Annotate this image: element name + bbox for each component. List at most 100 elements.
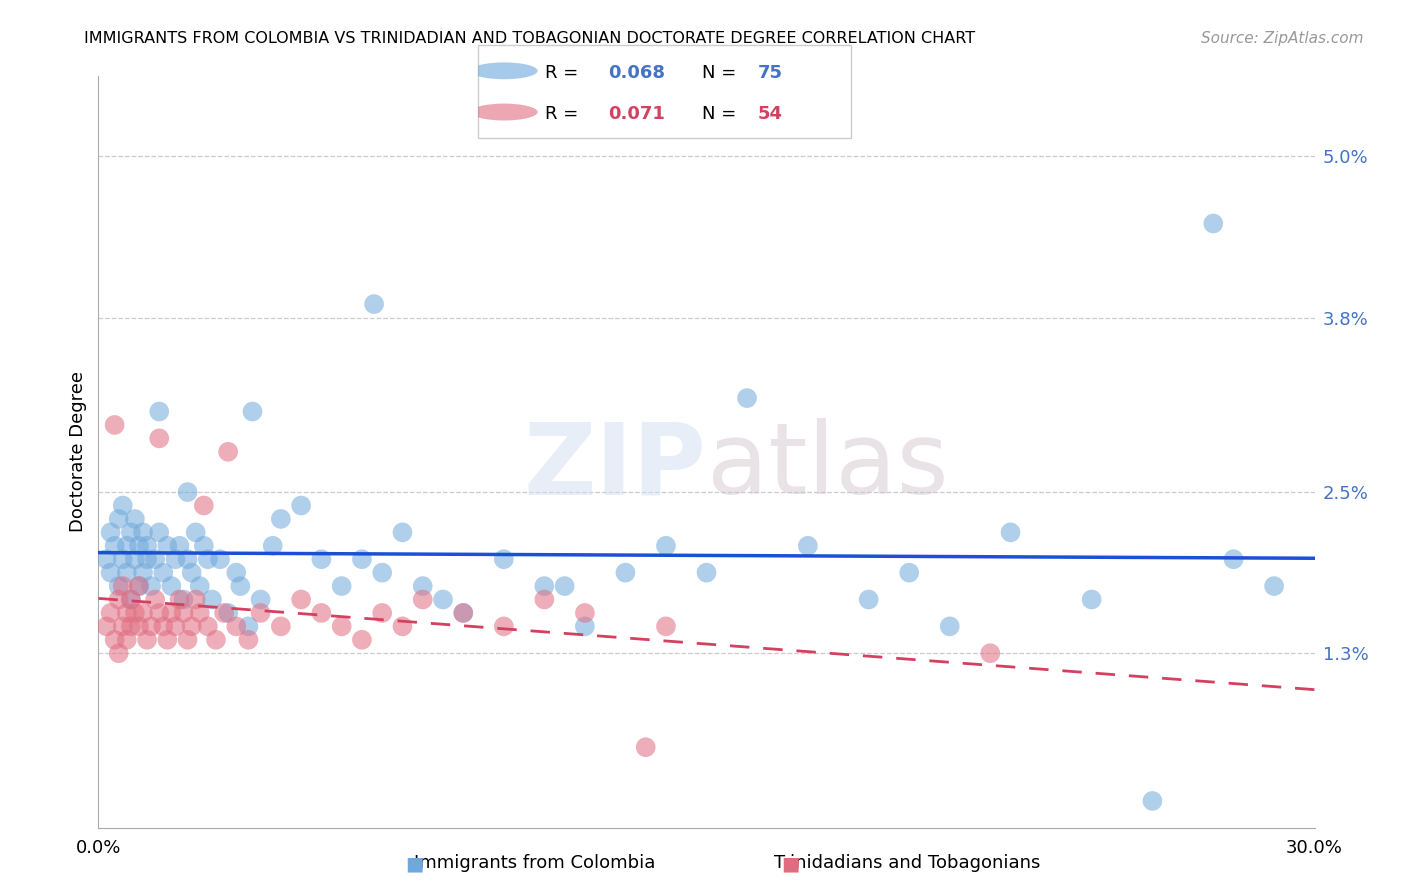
Point — [574, 606, 596, 620]
Point — [1142, 794, 1164, 808]
Point — [143, 552, 166, 566]
Point — [176, 552, 198, 566]
Point — [124, 606, 146, 620]
Point — [492, 552, 515, 566]
Point — [128, 539, 150, 553]
Point — [124, 552, 146, 566]
Point — [107, 512, 129, 526]
Text: ZIP: ZIP — [523, 418, 707, 516]
Point — [696, 566, 718, 580]
Point — [939, 619, 962, 633]
Point — [1080, 592, 1102, 607]
Point — [136, 552, 159, 566]
FancyBboxPatch shape — [478, 45, 851, 138]
Text: Source: ZipAtlas.com: Source: ZipAtlas.com — [1201, 31, 1364, 46]
Point — [898, 566, 921, 580]
Point — [212, 606, 235, 620]
Point — [979, 646, 1001, 660]
Point — [176, 632, 198, 647]
Point — [453, 606, 475, 620]
Text: Immigrants from Colombia: Immigrants from Colombia — [413, 855, 655, 872]
Point — [169, 539, 191, 553]
Point — [115, 539, 138, 553]
Point — [371, 606, 394, 620]
Point — [143, 592, 166, 607]
Point — [655, 539, 678, 553]
Point — [533, 579, 555, 593]
Point — [1202, 217, 1225, 231]
Point — [554, 579, 576, 593]
Point — [132, 525, 155, 540]
Text: 54: 54 — [758, 105, 783, 123]
Point — [165, 619, 187, 633]
Point — [184, 525, 207, 540]
Point — [148, 404, 170, 418]
Point — [330, 579, 353, 593]
Point — [148, 606, 170, 620]
Point — [391, 525, 413, 540]
Point — [104, 417, 127, 432]
Point — [363, 297, 385, 311]
Point — [197, 552, 219, 566]
Point — [165, 552, 187, 566]
Point — [1263, 579, 1285, 593]
Point — [100, 525, 122, 540]
Text: 75: 75 — [758, 64, 783, 82]
Point — [188, 579, 211, 593]
Point — [350, 552, 373, 566]
Text: IMMIGRANTS FROM COLOMBIA VS TRINIDADIAN AND TOBAGONIAN DOCTORATE DEGREE CORRELAT: IMMIGRANTS FROM COLOMBIA VS TRINIDADIAN … — [84, 31, 976, 46]
Point — [115, 566, 138, 580]
Point — [156, 539, 179, 553]
Text: atlas: atlas — [707, 418, 948, 516]
Point — [205, 632, 228, 647]
Point — [148, 431, 170, 445]
Point — [242, 404, 264, 418]
Point — [290, 499, 312, 513]
Point — [311, 606, 333, 620]
Text: R =: R = — [546, 105, 578, 123]
Text: ■: ■ — [405, 854, 425, 873]
Point — [217, 606, 239, 620]
Y-axis label: Doctorate Degree: Doctorate Degree — [69, 371, 87, 533]
Point — [111, 579, 134, 593]
Point — [128, 579, 150, 593]
Point — [120, 592, 142, 607]
Point — [148, 525, 170, 540]
Point — [107, 592, 129, 607]
Point — [132, 566, 155, 580]
Point — [270, 619, 292, 633]
Point — [139, 619, 162, 633]
Point — [350, 632, 373, 647]
Point — [412, 592, 434, 607]
Point — [180, 566, 202, 580]
Point — [249, 592, 271, 607]
Point — [249, 606, 271, 620]
Point — [453, 606, 475, 620]
Point — [188, 606, 211, 620]
Point — [217, 445, 239, 458]
Point — [290, 592, 312, 607]
Point — [100, 606, 122, 620]
Point — [238, 632, 260, 647]
Point — [139, 579, 162, 593]
Text: Trinidadians and Tobagonians: Trinidadians and Tobagonians — [773, 855, 1040, 872]
Point — [311, 552, 333, 566]
Point — [152, 619, 174, 633]
Point — [225, 619, 247, 633]
Point — [160, 579, 183, 593]
Point — [136, 632, 159, 647]
Point — [180, 619, 202, 633]
Point — [797, 539, 820, 553]
Point — [156, 632, 179, 647]
Point — [492, 619, 515, 633]
Point — [107, 579, 129, 593]
Point — [96, 552, 118, 566]
Point — [124, 512, 146, 526]
Text: N =: N = — [702, 64, 735, 82]
Point — [634, 740, 657, 755]
Point — [614, 566, 637, 580]
Point — [262, 539, 284, 553]
Point — [120, 525, 142, 540]
Text: R =: R = — [546, 64, 578, 82]
Point — [193, 499, 215, 513]
